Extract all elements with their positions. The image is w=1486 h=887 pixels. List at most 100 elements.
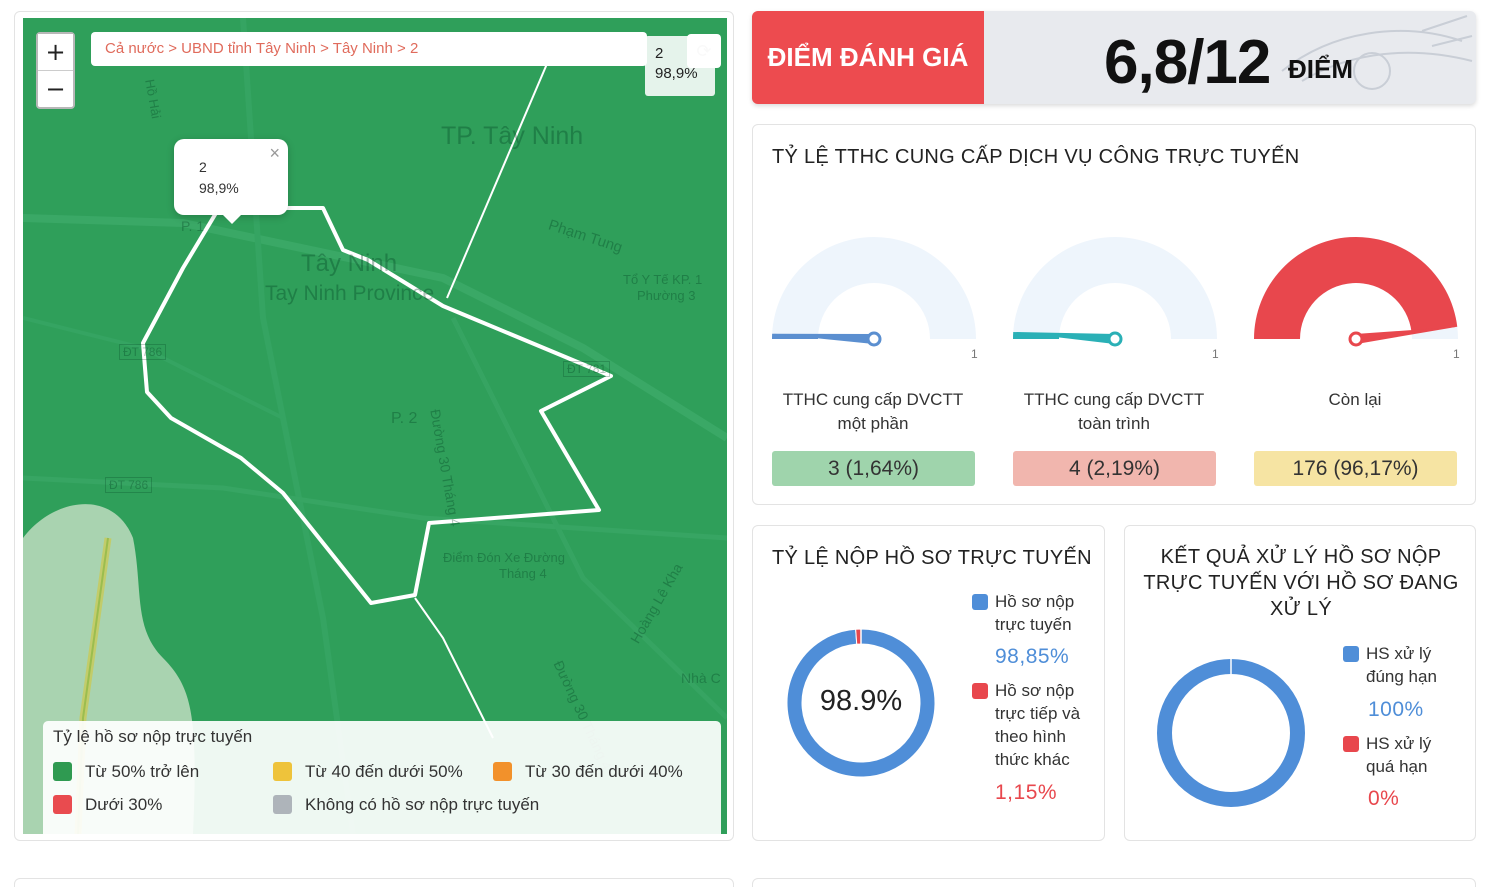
gauge-needle xyxy=(772,333,875,344)
legend-swatch xyxy=(972,683,988,699)
close-icon[interactable]: × xyxy=(269,143,280,163)
legend-item: Từ 50% trở lên xyxy=(53,762,273,782)
legend-item: Từ 40 đến dưới 50% xyxy=(273,762,493,782)
gauge-fill xyxy=(1013,331,1060,339)
legend-label: HS xử lý đúng hạn xyxy=(1366,644,1437,686)
gauge-track xyxy=(772,237,976,339)
gauge-value-box: 4 (2,19%) xyxy=(1013,451,1216,486)
gauge-pivot xyxy=(1107,331,1123,347)
legend-item: HS xử lý đúng hạn xyxy=(1343,642,1463,688)
legend-item: HS xử lý quá hạn xyxy=(1343,732,1463,778)
map-view[interactable]: TP. Tây Ninh Tây Ninh Tay Ninh Province … xyxy=(23,18,727,834)
breadcrumb-separator: > xyxy=(168,40,177,57)
gauge-value-box: 176 (96,17%) xyxy=(1254,451,1457,486)
legend-label: Dưới 30% xyxy=(85,794,163,814)
score-unit: ĐIỂM xyxy=(1288,54,1353,84)
breadcrumb: Cả nước > UBND tỉnh Tây Ninh > Tây Ninh … xyxy=(91,32,647,66)
donut-slice[interactable] xyxy=(855,628,862,645)
kq-card: KẾT QUẢ XỬ LÝ HỒ SƠ NỘP TRỰC TUYẾN VỚI H… xyxy=(1124,525,1476,841)
gauge-max: 1 xyxy=(1453,347,1460,361)
donut-slice[interactable] xyxy=(1157,659,1305,807)
gauge-track xyxy=(1013,237,1217,339)
gauge-con-lai xyxy=(1254,236,1458,347)
map-label-poi: Tháng 4 xyxy=(499,566,547,581)
map-label-city: TP. Tây Ninh xyxy=(441,122,584,150)
gauge-label: Còn lại xyxy=(1328,390,1382,409)
map-popup: × 2 98,9% xyxy=(174,139,288,224)
gauge-fill xyxy=(772,333,819,339)
legend-percent: 1,15% xyxy=(995,781,1058,804)
next-card-left xyxy=(14,878,734,887)
kq-title: KẾT QUẢ XỬ LÝ HỒ SƠ NỘP TRỰC TUYẾN VỚI H… xyxy=(1143,546,1459,620)
dvc-title: TỶ LỆ TTHC CUNG CẤP DỊCH VỤ CÔNG TRỰC TU… xyxy=(772,146,1300,168)
map-label-poi: Tổ Y Tế KP. 1 xyxy=(623,272,703,287)
breadcrumb-item[interactable]: UBND tỉnh Tây Ninh xyxy=(181,40,316,57)
gauge-pivot xyxy=(1348,331,1364,347)
popup-value: 98,9% xyxy=(199,180,239,196)
gauge-max: 1 xyxy=(1212,347,1219,361)
gauge-toan-trinh xyxy=(1013,237,1217,347)
legend-percent: 0% xyxy=(1368,787,1400,810)
map-basemap xyxy=(23,18,727,834)
map-label-town: Tây Ninh xyxy=(301,250,398,277)
score-card: ĐIỂM ĐÁNH GIÁ 6,8/12 ĐIỂM xyxy=(752,11,1476,104)
donut-nop xyxy=(786,628,936,778)
map-label-road: ĐT 781 xyxy=(563,361,611,377)
legend-swatch xyxy=(972,594,988,610)
gauge-mot-phan xyxy=(772,237,976,347)
legend-label: Hồ sơ nộp trực tuyến xyxy=(995,592,1075,634)
map-label-poi: Nhà C xyxy=(681,670,721,686)
legend-label: Không có hồ sơ nộp trực tuyến xyxy=(305,794,540,814)
legend-label: Từ 40 đến dưới 50% xyxy=(305,761,463,781)
gauge-max: 1 xyxy=(971,347,978,361)
zoom-control: + − xyxy=(36,32,75,109)
map-card: TP. Tây Ninh Tây Ninh Tay Ninh Province … xyxy=(14,11,734,841)
legend-label: Từ 30 đến dưới 40% xyxy=(525,761,683,781)
legend-swatch xyxy=(53,795,72,814)
gauge-value-box: 3 (1,64%) xyxy=(772,451,975,486)
map-label-ward: P. 2 xyxy=(391,410,418,427)
breadcrumb-item[interactable]: 2 xyxy=(409,40,419,57)
popup-name: 2 xyxy=(199,159,207,175)
gauge-label: TTHC cung cấp DVCTT toàn trình xyxy=(1023,390,1205,433)
breadcrumb-separator: > xyxy=(320,40,329,57)
map-info-box: 2 98,9% xyxy=(645,36,715,96)
map-label-poi: Phường 3 xyxy=(637,288,696,303)
zoom-in-button[interactable]: + xyxy=(38,34,73,70)
legend-item: Hồ sơ nộp trực tuyến xyxy=(972,590,1102,636)
info-value: 98,9% xyxy=(655,65,698,82)
legend-label: Từ 50% trở lên xyxy=(85,761,200,781)
legend-percent: 100% xyxy=(1368,698,1424,721)
legend-item: Hồ sơ nộp trực tiếp và theo hình thức kh… xyxy=(972,679,1102,771)
gauge-fill xyxy=(1254,236,1458,339)
legend-percent: 98,85% xyxy=(995,645,1070,668)
decor-drum-icon xyxy=(1281,15,1473,90)
legend-label: HS xử lý quá hạn xyxy=(1366,734,1432,776)
popup-tip xyxy=(222,214,242,224)
zoom-out-button[interactable]: − xyxy=(38,70,73,106)
gauge-needle xyxy=(1355,326,1458,344)
map-label-road: ĐT 786 xyxy=(119,344,167,360)
legend-item: Không có hồ sơ nộp trực tuyến xyxy=(273,795,539,815)
map-label-province: Tay Ninh Province xyxy=(265,282,435,305)
info-name: 2 xyxy=(655,45,664,62)
donut-center-value: 98.9% xyxy=(819,685,903,717)
legend-swatch xyxy=(273,762,292,781)
donut-kq xyxy=(1157,659,1305,807)
donut-slice[interactable] xyxy=(786,628,936,778)
legend-title: Tỷ lệ hồ sơ nộp trực tuyến xyxy=(53,727,253,746)
legend-label: Hồ sơ nộp trực tiếp và theo hình thức kh… xyxy=(995,681,1081,769)
nop-title: TỶ LỆ NỘP HỒ SƠ TRỰC TUYẾN xyxy=(772,547,1092,569)
map-legend: Tỷ lệ hồ sơ nộp trực tuyến Từ 50% trở lê… xyxy=(43,721,721,834)
gauge-label: TTHC cung cấp DVCTT một phần xyxy=(782,390,964,433)
breadcrumb-item[interactable]: Tây Ninh xyxy=(332,40,393,57)
score-value: 6,8/12 xyxy=(1104,28,1271,97)
breadcrumb-item[interactable]: Cả nước xyxy=(105,40,165,57)
next-card-right xyxy=(752,878,1476,887)
map-label-road: ĐT 786 xyxy=(105,477,153,493)
score-label: ĐIỂM ĐÁNH GIÁ xyxy=(752,11,984,104)
breadcrumb-separator: > xyxy=(397,40,406,57)
gauge-pivot xyxy=(866,331,882,347)
dvc-card: TỶ LỆ TTHC CUNG CẤP DỊCH VỤ CÔNG TRỰC TU… xyxy=(752,124,1476,505)
legend-swatch xyxy=(493,762,512,781)
